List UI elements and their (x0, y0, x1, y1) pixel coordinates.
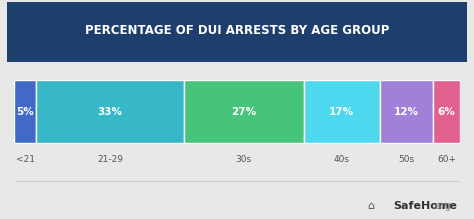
Text: 60+: 60+ (437, 155, 456, 164)
Text: 30s: 30s (236, 155, 252, 164)
Bar (380, 80, 433, 143)
Text: 40s: 40s (334, 155, 350, 164)
Text: PERCENTAGE OF DUI ARRESTS BY AGE GROUP: PERCENTAGE OF DUI ARRESTS BY AGE GROUP (85, 24, 389, 37)
Text: <21: <21 (16, 155, 35, 164)
FancyBboxPatch shape (7, 2, 467, 62)
Text: .org: .org (432, 201, 451, 211)
Text: SafeHome: SafeHome (393, 201, 457, 211)
Text: 5%: 5% (17, 107, 34, 117)
Text: 6%: 6% (438, 107, 456, 117)
Bar (14, 80, 36, 143)
Text: 27%: 27% (231, 107, 256, 117)
Bar (433, 80, 460, 143)
Text: 50s: 50s (398, 155, 414, 164)
Text: ⌂: ⌂ (367, 201, 374, 211)
Text: 17%: 17% (329, 107, 354, 117)
Text: 33%: 33% (98, 107, 122, 117)
Bar (183, 80, 304, 143)
Bar (36, 80, 183, 143)
Text: 21-29: 21-29 (97, 155, 123, 164)
Text: 12%: 12% (394, 107, 419, 117)
Bar (304, 80, 380, 143)
